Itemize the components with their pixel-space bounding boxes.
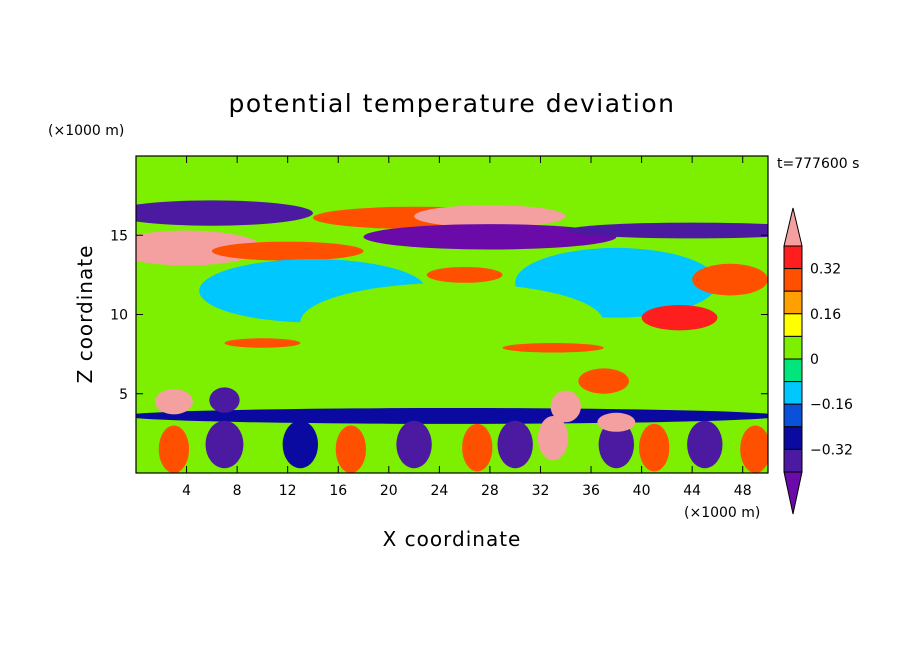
heatmap-region: [211, 241, 364, 261]
heatmap-region: [158, 425, 190, 473]
x-tick-label: 36: [582, 483, 600, 499]
heatmap-region: [550, 390, 581, 423]
x-tick-label: 48: [734, 483, 752, 499]
x-tick-label: 12: [279, 483, 297, 499]
y-axis: 5 10 15: [110, 228, 768, 403]
heatmap-region: [426, 266, 503, 283]
colorbar-segment: [783, 335, 803, 360]
heatmap-region: [363, 224, 617, 250]
heatmap-region: [537, 415, 569, 461]
chart-title: potential temperature deviation: [229, 89, 676, 118]
y-axis-label: Z coordinate: [73, 245, 97, 384]
heatmap-region: [154, 388, 193, 415]
heatmap-region: [209, 387, 240, 413]
heatmap-region: [641, 304, 718, 331]
y-axis-unit: (×1000 m): [48, 123, 124, 139]
x-axis: 4 8 12 16 20 24 28 32 36 40 44 48: [182, 156, 752, 499]
colorbar-segment: [783, 290, 803, 315]
heatmap-region: [692, 263, 768, 296]
x-tick-label: 40: [633, 483, 651, 499]
heatmap-region: [136, 338, 642, 402]
x-tick-label: 20: [380, 483, 398, 499]
heatmap-region: [639, 423, 670, 472]
colorbar-top-arrow: [783, 207, 803, 247]
x-tick-label: 4: [182, 483, 191, 499]
heatmap-region: [224, 338, 301, 348]
x-tick-label: 28: [481, 483, 499, 499]
colorbar-segment: [783, 313, 803, 337]
colorbar-segment: [783, 448, 803, 473]
colorbar-label: −0.16: [810, 397, 853, 413]
heatmap-region: [205, 420, 244, 469]
heatmap-region: [462, 423, 493, 472]
x-tick-label: 24: [430, 483, 448, 499]
x-tick-label: 8: [233, 483, 242, 499]
colorbar-segment: [783, 245, 803, 270]
heatmap-region: [598, 420, 635, 469]
x-axis-label: X coordinate: [383, 527, 522, 551]
heatmap-region: [136, 162, 768, 207]
x-tick-label: 16: [329, 483, 347, 499]
colorbar-label: 0.16: [810, 307, 841, 323]
y-tick-label: 15: [110, 228, 128, 244]
colorbar-segment: [783, 358, 803, 383]
heatmap-region: [687, 420, 723, 469]
colorbar-bottom-arrow: [783, 471, 803, 515]
plot-area: [135, 155, 769, 474]
heatmap-region: [578, 368, 629, 394]
heatmap-region: [396, 420, 432, 469]
y-tick-label: 5: [119, 387, 128, 403]
heatmap-region: [497, 420, 533, 469]
heatmap-region: [597, 412, 636, 432]
heatmap-region: [740, 425, 768, 473]
heatmap-region: [282, 420, 319, 469]
colorbar-label: −0.32: [810, 442, 853, 458]
heatmap-region: [335, 425, 367, 473]
heatmap-region: [502, 343, 604, 353]
heatmap-region: [565, 222, 768, 239]
x-tick-label: 32: [532, 483, 550, 499]
colorbar-segment: [783, 426, 803, 450]
x-tick-label: 44: [683, 483, 701, 499]
colorbar: 0.32 0.16 0 −0.16 −0.32: [783, 207, 853, 515]
colorbar-segment: [783, 381, 803, 405]
heatmap-region: [136, 200, 313, 226]
colorbar-label: 0.32: [810, 262, 841, 278]
x-axis-unit: (×1000 m): [684, 505, 760, 521]
y-tick-label: 10: [110, 308, 128, 324]
time-label: t=777600 s: [777, 156, 859, 172]
colorbar-segment: [783, 268, 803, 292]
heatmap-region: [414, 205, 566, 228]
heatmap-regions: [136, 162, 768, 473]
colorbar-label: 0: [810, 352, 819, 368]
colorbar-segment: [783, 403, 803, 428]
